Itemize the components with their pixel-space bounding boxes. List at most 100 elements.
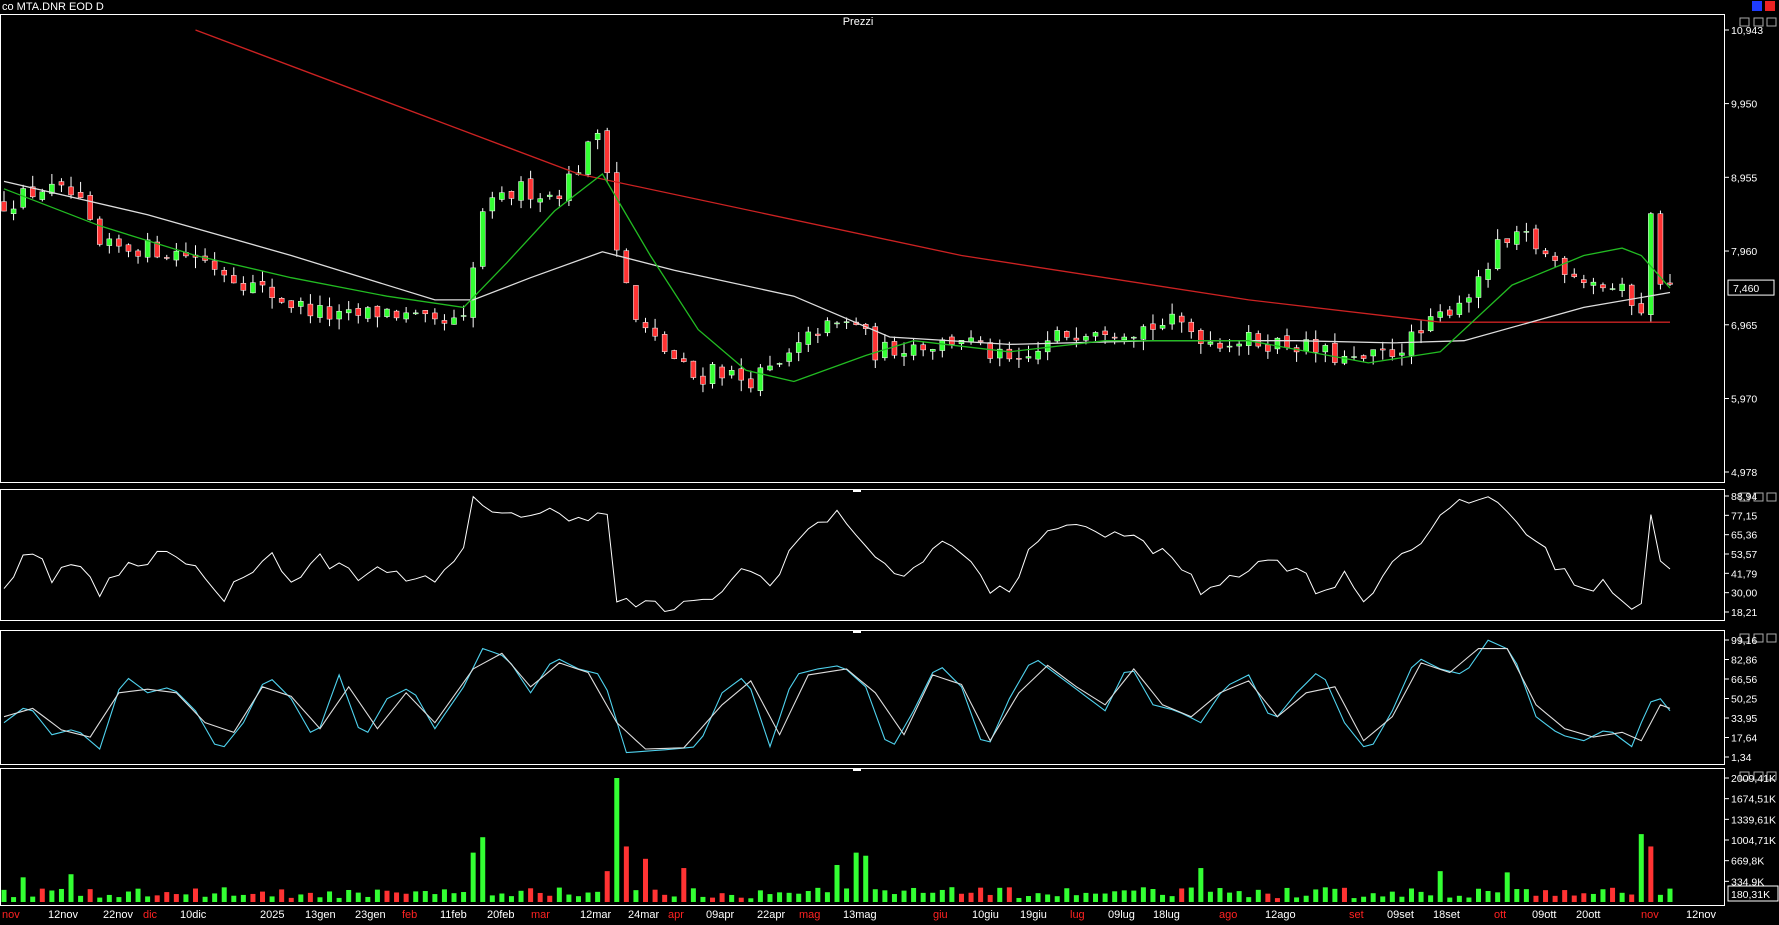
- volume-bar: [1485, 890, 1491, 902]
- candle-body: [585, 141, 591, 175]
- candle-body: [422, 310, 429, 315]
- x-tick-label: mag: [799, 909, 820, 921]
- candle-body: [1274, 337, 1281, 350]
- volume-bar: [1619, 892, 1625, 902]
- volume-bar: [489, 895, 495, 902]
- panel-minimize-icon: [1739, 492, 1750, 502]
- y-tick-label: 6,965: [1731, 320, 1757, 332]
- y-tick-label: 1339,61K: [1731, 814, 1776, 826]
- candle-body: [307, 303, 314, 317]
- candle-body: [1628, 284, 1635, 306]
- candle-body: [106, 238, 113, 246]
- volume-bar: [566, 894, 572, 902]
- y-tick-label: 10,943: [1731, 25, 1763, 37]
- price-panel-title: Prezzi: [843, 16, 874, 28]
- candle-body: [872, 326, 879, 361]
- candle-body: [269, 286, 275, 299]
- volume-bar: [1246, 897, 1252, 902]
- candle-body: [929, 349, 936, 352]
- candle-body: [1504, 238, 1510, 243]
- volume-bar: [192, 888, 198, 902]
- volume-bar: [212, 893, 218, 902]
- candle-body: [1619, 283, 1625, 291]
- x-tick-label: 13gen: [305, 909, 336, 921]
- candle-body: [1, 201, 7, 212]
- volume-bar: [575, 896, 581, 902]
- candle-body: [393, 310, 400, 319]
- candle-body: [1657, 213, 1664, 285]
- volume-bar: [604, 871, 610, 902]
- candle-body: [1561, 257, 1568, 275]
- volume-bar: [1562, 890, 1568, 902]
- y-tick-label: 77,15: [1731, 510, 1757, 522]
- close-icon[interactable]: [1765, 1, 1775, 11]
- volume-bar: [1428, 895, 1434, 902]
- volume-bar: [183, 894, 189, 902]
- candle-body: [843, 321, 850, 323]
- volume-bar: [1408, 888, 1414, 902]
- volume-bar: [499, 893, 505, 902]
- volume-bar: [1093, 893, 1099, 902]
- volume-panel: 2009,41K 1674,51K 1339,61K 1004,71K 669,8K 33…: [1, 773, 1779, 902]
- candle-body: [556, 195, 563, 200]
- x-tick-label: 12nov: [1686, 909, 1716, 921]
- y-tick-label: 50,25: [1731, 694, 1757, 706]
- candle-body: [87, 195, 93, 220]
- panel-minimize-icon: [1739, 771, 1750, 781]
- volume-bar: [250, 893, 256, 902]
- candle-body: [786, 352, 792, 362]
- last-price-box: [1727, 279, 1775, 296]
- volume-bar: [547, 895, 553, 902]
- candle-body: [1006, 348, 1013, 360]
- volume-bar: [623, 846, 629, 902]
- volume-bar: [403, 893, 409, 902]
- volume-bar: [68, 874, 74, 902]
- candle-body: [144, 239, 151, 258]
- panel-maximize-icon: [1753, 17, 1764, 27]
- volume-bar: [729, 894, 735, 902]
- candle-body: [20, 188, 26, 208]
- volume-bar: [1102, 893, 1108, 902]
- volume-bar: [633, 890, 639, 902]
- volume-bar: [87, 889, 93, 902]
- candle-body: [1341, 356, 1348, 364]
- candle-body: [451, 317, 457, 325]
- x-tick-label: 20ott: [1576, 909, 1600, 921]
- volume-bar: [288, 897, 294, 902]
- volume-bar: [710, 897, 716, 902]
- volume-bar: [1456, 895, 1462, 902]
- candle-body: [776, 363, 783, 365]
- candle-body: [10, 208, 17, 214]
- volume-bar: [39, 888, 45, 902]
- candle-body: [1092, 332, 1099, 337]
- minimize-icon[interactable]: [1752, 1, 1762, 11]
- volume-bar: [480, 837, 486, 902]
- volume-bar: [882, 890, 888, 902]
- candle-body: [690, 360, 697, 378]
- panel-splitter: [853, 631, 861, 633]
- candle-body: [1150, 323, 1156, 330]
- candle-body: [1054, 330, 1060, 342]
- y-tick-label: 2009,41K: [1731, 773, 1776, 785]
- candle-body: [1523, 231, 1530, 233]
- sma-line: [3, 180, 1671, 346]
- candle-body: [1571, 273, 1578, 277]
- panel-frame: [0, 14, 1725, 483]
- volume-bar: [441, 889, 447, 902]
- volume-bar: [652, 889, 658, 902]
- candle-body: [728, 370, 735, 376]
- candle-body: [1600, 284, 1606, 289]
- candle-body: [355, 308, 362, 316]
- candle-body: [977, 340, 984, 342]
- volume-bar: [1198, 868, 1204, 902]
- volume-bar: [1552, 895, 1558, 902]
- volume-bar: [307, 892, 313, 902]
- sma-line: [3, 173, 1671, 383]
- volume-bar: [260, 891, 266, 902]
- x-tick-label: apr: [668, 909, 684, 921]
- x-tick-label: 09set: [1387, 909, 1414, 921]
- candle-body: [1198, 330, 1204, 344]
- candle-body: [1351, 356, 1357, 358]
- volume-bar: [1667, 888, 1673, 902]
- volume-bar: [556, 887, 562, 902]
